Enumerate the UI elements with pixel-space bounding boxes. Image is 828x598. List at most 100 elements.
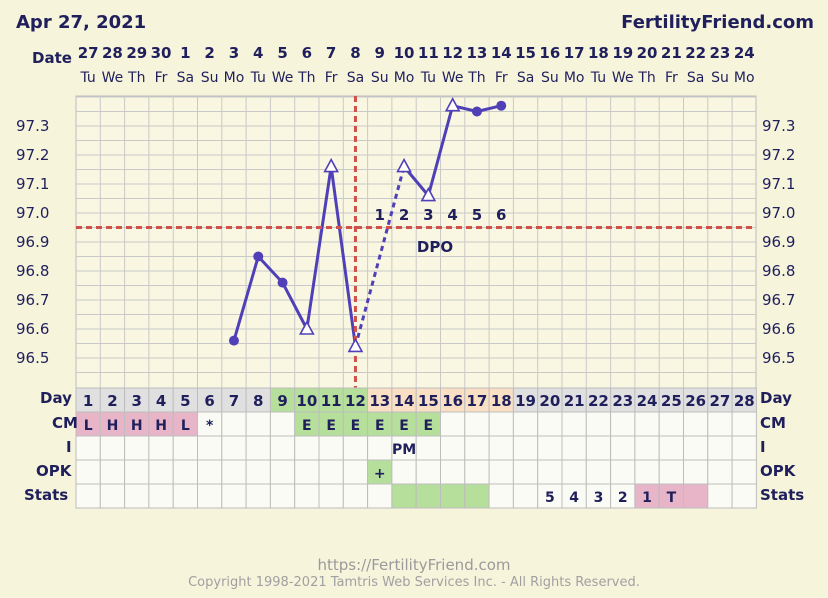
date-5: 5 bbox=[277, 44, 287, 62]
temp-segment bbox=[305, 166, 333, 330]
temp-point-day-16 bbox=[444, 97, 461, 112]
day-text-7: 7 bbox=[229, 392, 239, 410]
i_row-cell-3 bbox=[124, 435, 150, 461]
cm_row-cell-9 bbox=[269, 411, 296, 437]
day-cell-27 bbox=[707, 387, 733, 413]
ytick-left-97.3: 97.3 bbox=[16, 117, 49, 135]
day-cell-5 bbox=[172, 387, 198, 413]
opk_row-cell-19 bbox=[512, 459, 539, 485]
stats_row-cell-27 bbox=[707, 483, 733, 509]
cm_row-cell-26 bbox=[683, 411, 709, 437]
stats_row-cell-7 bbox=[221, 483, 247, 509]
stats_row-cell-16 bbox=[440, 483, 466, 509]
stats_row-cell-24 bbox=[634, 483, 660, 509]
day-cell-24 bbox=[634, 387, 660, 413]
opk_row-cell-23 bbox=[610, 459, 636, 485]
day-text-17: 17 bbox=[467, 392, 488, 410]
temperature-markers bbox=[228, 97, 507, 353]
opk_row-cell-26 bbox=[683, 459, 709, 485]
date-29: 29 bbox=[126, 44, 147, 62]
weekday-21: Mo bbox=[564, 70, 585, 86]
stats_row-cell-20 bbox=[537, 483, 563, 509]
stats_row-cell-4 bbox=[148, 483, 174, 509]
row-label-i: I bbox=[66, 438, 72, 456]
temp-point-day-17 bbox=[471, 106, 482, 117]
weekday-20: Su bbox=[541, 70, 559, 86]
date-14: 14 bbox=[491, 44, 512, 62]
ytick-left-96.9: 96.9 bbox=[16, 233, 49, 251]
cm_row-text-6: * bbox=[206, 418, 214, 434]
cm_row-text-1: L bbox=[84, 418, 93, 434]
cm_row-text-2: H bbox=[107, 418, 119, 434]
day-cell-3 bbox=[124, 387, 150, 413]
day-text-28: 28 bbox=[734, 392, 755, 410]
opk_row-cell-20 bbox=[537, 459, 563, 485]
temp-point-day-7 bbox=[228, 335, 239, 346]
i_row-cell-17 bbox=[464, 435, 490, 461]
ytick-left-96.6: 96.6 bbox=[16, 320, 49, 338]
day-text-19: 19 bbox=[515, 392, 536, 410]
cm_row-cell-17 bbox=[464, 411, 490, 437]
date-3: 3 bbox=[229, 44, 239, 62]
stats_row-text-22: 3 bbox=[594, 490, 604, 506]
date-1: 1 bbox=[180, 44, 190, 62]
day-text-9: 9 bbox=[277, 392, 287, 410]
cm_row-cell-7 bbox=[221, 411, 247, 437]
weekday-1: Tu bbox=[79, 70, 95, 86]
opk_row-cell-8 bbox=[245, 459, 271, 485]
weekday-14: Mo bbox=[394, 70, 415, 86]
cm_row-text-10: E bbox=[302, 418, 312, 434]
opk_row-cell-27 bbox=[707, 459, 733, 485]
temp-segment bbox=[329, 166, 357, 347]
temp-segment bbox=[426, 105, 455, 196]
temp-point-day-14 bbox=[396, 157, 412, 173]
ytick-left-96.8: 96.8 bbox=[16, 262, 49, 280]
opk_row-cell-2 bbox=[99, 459, 126, 485]
ytick-left-97.0: 97.0 bbox=[16, 204, 49, 222]
stats_row-cell-17 bbox=[464, 483, 490, 509]
cm_row-cell-27 bbox=[707, 411, 733, 437]
opk_row-cell-18 bbox=[488, 459, 514, 485]
day-cell-22 bbox=[585, 387, 612, 413]
stats_row-text-25: T bbox=[667, 490, 677, 506]
cm_row-cell-8 bbox=[245, 411, 271, 437]
dpo-1: 1 bbox=[375, 206, 385, 224]
footer-url[interactable]: https://FertilityFriend.com bbox=[317, 556, 511, 574]
row-label-day: Day bbox=[40, 389, 72, 407]
stats_row-cell-3 bbox=[124, 483, 150, 509]
ytick-right-97.3: 97.3 bbox=[762, 117, 795, 135]
cm_row-cell-3 bbox=[124, 411, 150, 437]
grid bbox=[76, 96, 756, 388]
cm_row-cell-25 bbox=[658, 411, 685, 437]
y-axis-ticks: 96.5 96.5 96.6 96.6 96.7 96.7 96.8 96.8 96.9 96.9… bbox=[16, 117, 795, 367]
day-text-22: 22 bbox=[588, 392, 609, 410]
weekday-8: Tu bbox=[250, 70, 266, 86]
weekday-27: Su bbox=[711, 70, 729, 86]
stats_row-cell-13 bbox=[367, 483, 393, 509]
date-30: 30 bbox=[151, 44, 172, 62]
dpo-4: 4 bbox=[447, 206, 457, 224]
date-22: 22 bbox=[685, 44, 706, 62]
stats_row-cell-6 bbox=[197, 483, 223, 509]
date-4: 4 bbox=[253, 44, 263, 62]
i_row-text-14: PM bbox=[392, 442, 416, 458]
ytick-right-97.0: 97.0 bbox=[762, 204, 795, 222]
i_row-cell-20 bbox=[537, 435, 563, 461]
i_row-cell-18 bbox=[488, 435, 514, 461]
dpo-6: 6 bbox=[496, 206, 506, 224]
date-13: 13 bbox=[467, 44, 488, 62]
ytick-right-96.9: 96.9 bbox=[762, 233, 795, 251]
opk_row-cell-11 bbox=[318, 459, 344, 485]
i_row-cell-1 bbox=[75, 435, 101, 461]
i_row-cell-28 bbox=[731, 435, 757, 461]
data-table: 1 2 3 4 5 6 7 8 9 10 11 12 13 14 15 16 17 18 19 20 21 22 23 24 2… bbox=[75, 387, 757, 509]
cm_row-cell-24 bbox=[634, 411, 660, 437]
date-23: 23 bbox=[710, 44, 731, 62]
footer-copyright: Copyright 1998-2021 Tamtris Web Services… bbox=[188, 575, 640, 590]
opk_row-cell-14 bbox=[391, 459, 417, 485]
stats_row-cell-9 bbox=[269, 483, 296, 509]
opk_row-cell-25 bbox=[658, 459, 685, 485]
date-21: 21 bbox=[661, 44, 682, 62]
i_row-cell-22 bbox=[585, 435, 612, 461]
